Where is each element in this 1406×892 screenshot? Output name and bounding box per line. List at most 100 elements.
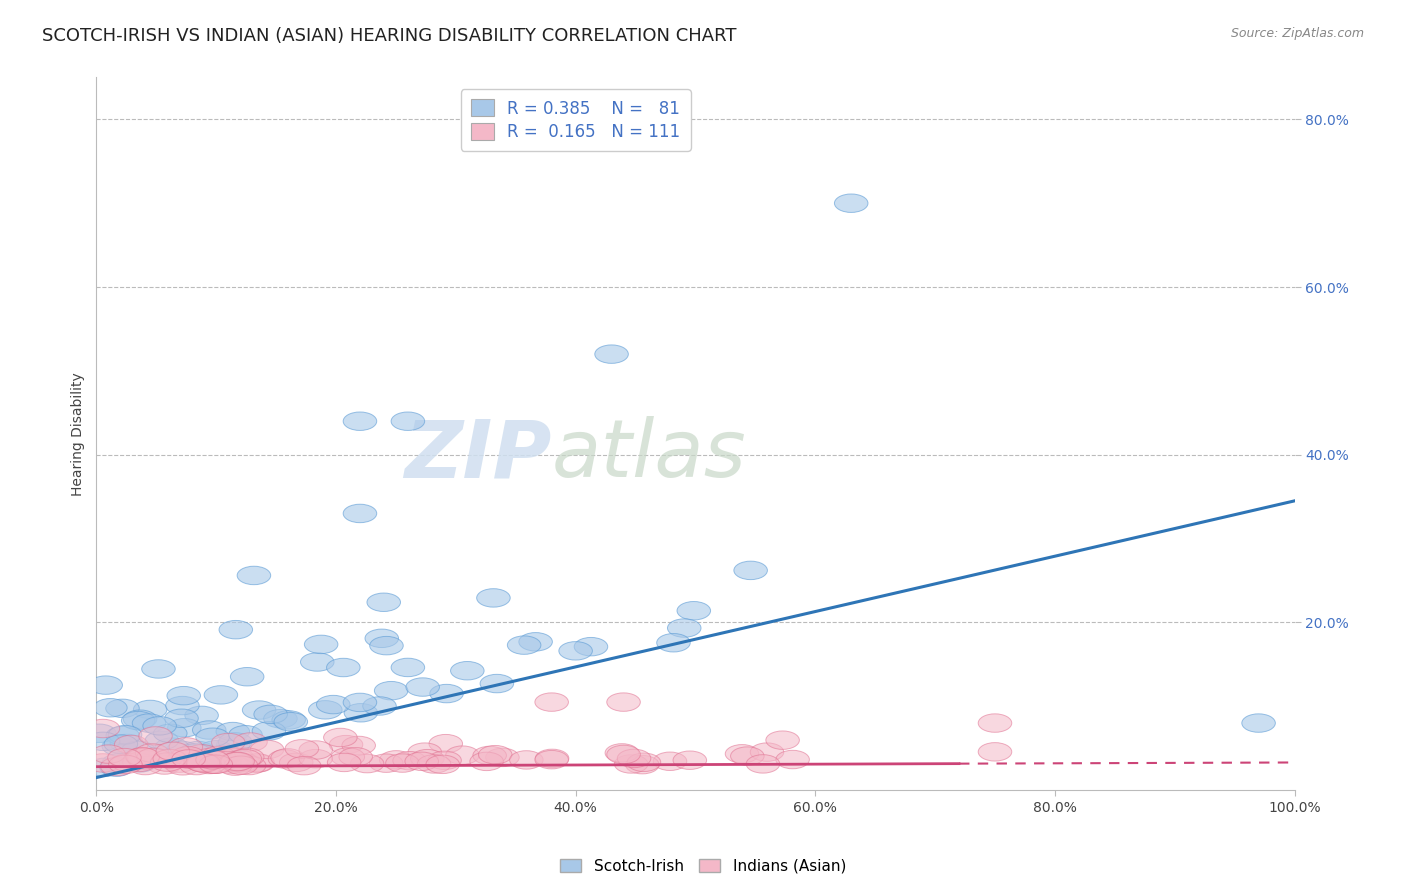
Ellipse shape [124,754,157,772]
Ellipse shape [184,706,218,724]
Ellipse shape [181,741,215,760]
Ellipse shape [187,754,221,772]
Ellipse shape [367,593,401,612]
Ellipse shape [343,693,377,712]
Ellipse shape [155,738,188,756]
Ellipse shape [252,722,285,740]
Ellipse shape [186,745,219,763]
Ellipse shape [179,744,211,763]
Ellipse shape [180,751,214,770]
Ellipse shape [132,714,166,732]
Ellipse shape [108,756,142,773]
Ellipse shape [110,734,143,753]
Ellipse shape [105,699,139,717]
Ellipse shape [626,756,659,774]
Ellipse shape [228,749,262,768]
Ellipse shape [408,743,441,762]
Ellipse shape [100,758,134,776]
Ellipse shape [280,753,314,772]
Ellipse shape [229,725,263,744]
Ellipse shape [167,687,201,705]
Ellipse shape [195,750,229,769]
Ellipse shape [219,753,253,771]
Ellipse shape [200,740,233,759]
Ellipse shape [219,748,253,766]
Ellipse shape [391,412,425,431]
Ellipse shape [165,709,198,728]
Ellipse shape [366,629,398,648]
Legend: R = 0.385    N =   81, R =  0.165   N = 111: R = 0.385 N = 81, R = 0.165 N = 111 [461,89,690,151]
Ellipse shape [91,745,125,764]
Ellipse shape [617,749,651,768]
Ellipse shape [330,747,364,766]
Ellipse shape [478,746,512,764]
Ellipse shape [136,748,170,766]
Ellipse shape [240,754,273,772]
Ellipse shape [429,734,463,753]
Ellipse shape [426,756,460,773]
Ellipse shape [215,756,247,773]
Ellipse shape [218,732,252,751]
Ellipse shape [89,758,121,777]
Ellipse shape [150,753,184,772]
Ellipse shape [156,742,190,761]
Ellipse shape [343,412,377,431]
Ellipse shape [657,633,690,652]
Ellipse shape [173,748,207,767]
Ellipse shape [269,750,302,768]
Ellipse shape [83,724,117,742]
Ellipse shape [1241,714,1275,732]
Ellipse shape [103,754,135,772]
Ellipse shape [751,743,783,762]
Ellipse shape [308,700,342,719]
Ellipse shape [299,749,333,768]
Ellipse shape [111,754,145,772]
Ellipse shape [217,723,249,740]
Ellipse shape [108,748,141,767]
Ellipse shape [776,750,810,769]
Ellipse shape [271,748,304,767]
Ellipse shape [731,747,763,765]
Ellipse shape [128,750,162,769]
Ellipse shape [406,678,440,697]
Ellipse shape [180,756,214,775]
Ellipse shape [231,667,264,686]
Ellipse shape [242,701,276,719]
Ellipse shape [195,728,229,747]
Ellipse shape [142,660,176,678]
Ellipse shape [329,735,363,754]
Ellipse shape [169,749,201,768]
Ellipse shape [509,751,543,769]
Ellipse shape [605,744,638,762]
Ellipse shape [233,733,267,751]
Ellipse shape [654,752,686,771]
Ellipse shape [193,721,226,739]
Ellipse shape [218,753,252,772]
Ellipse shape [472,747,506,764]
Ellipse shape [678,601,710,620]
Ellipse shape [172,747,205,765]
Y-axis label: Hearing Disability: Hearing Disability [72,372,86,496]
Ellipse shape [614,755,648,773]
Text: Source: ZipAtlas.com: Source: ZipAtlas.com [1230,27,1364,40]
Ellipse shape [747,755,780,773]
Ellipse shape [370,636,404,655]
Ellipse shape [101,757,134,776]
Ellipse shape [391,658,425,677]
Ellipse shape [979,743,1012,761]
Ellipse shape [201,747,235,764]
Ellipse shape [200,755,232,773]
Ellipse shape [204,686,238,704]
Ellipse shape [285,739,319,758]
Ellipse shape [627,753,661,772]
Text: atlas: atlas [551,417,747,494]
Ellipse shape [128,756,162,775]
Ellipse shape [204,749,238,768]
Ellipse shape [121,711,155,730]
Ellipse shape [139,727,173,745]
Ellipse shape [427,751,461,770]
Ellipse shape [89,676,122,694]
Ellipse shape [254,705,287,723]
Ellipse shape [430,684,464,703]
Ellipse shape [122,753,156,772]
